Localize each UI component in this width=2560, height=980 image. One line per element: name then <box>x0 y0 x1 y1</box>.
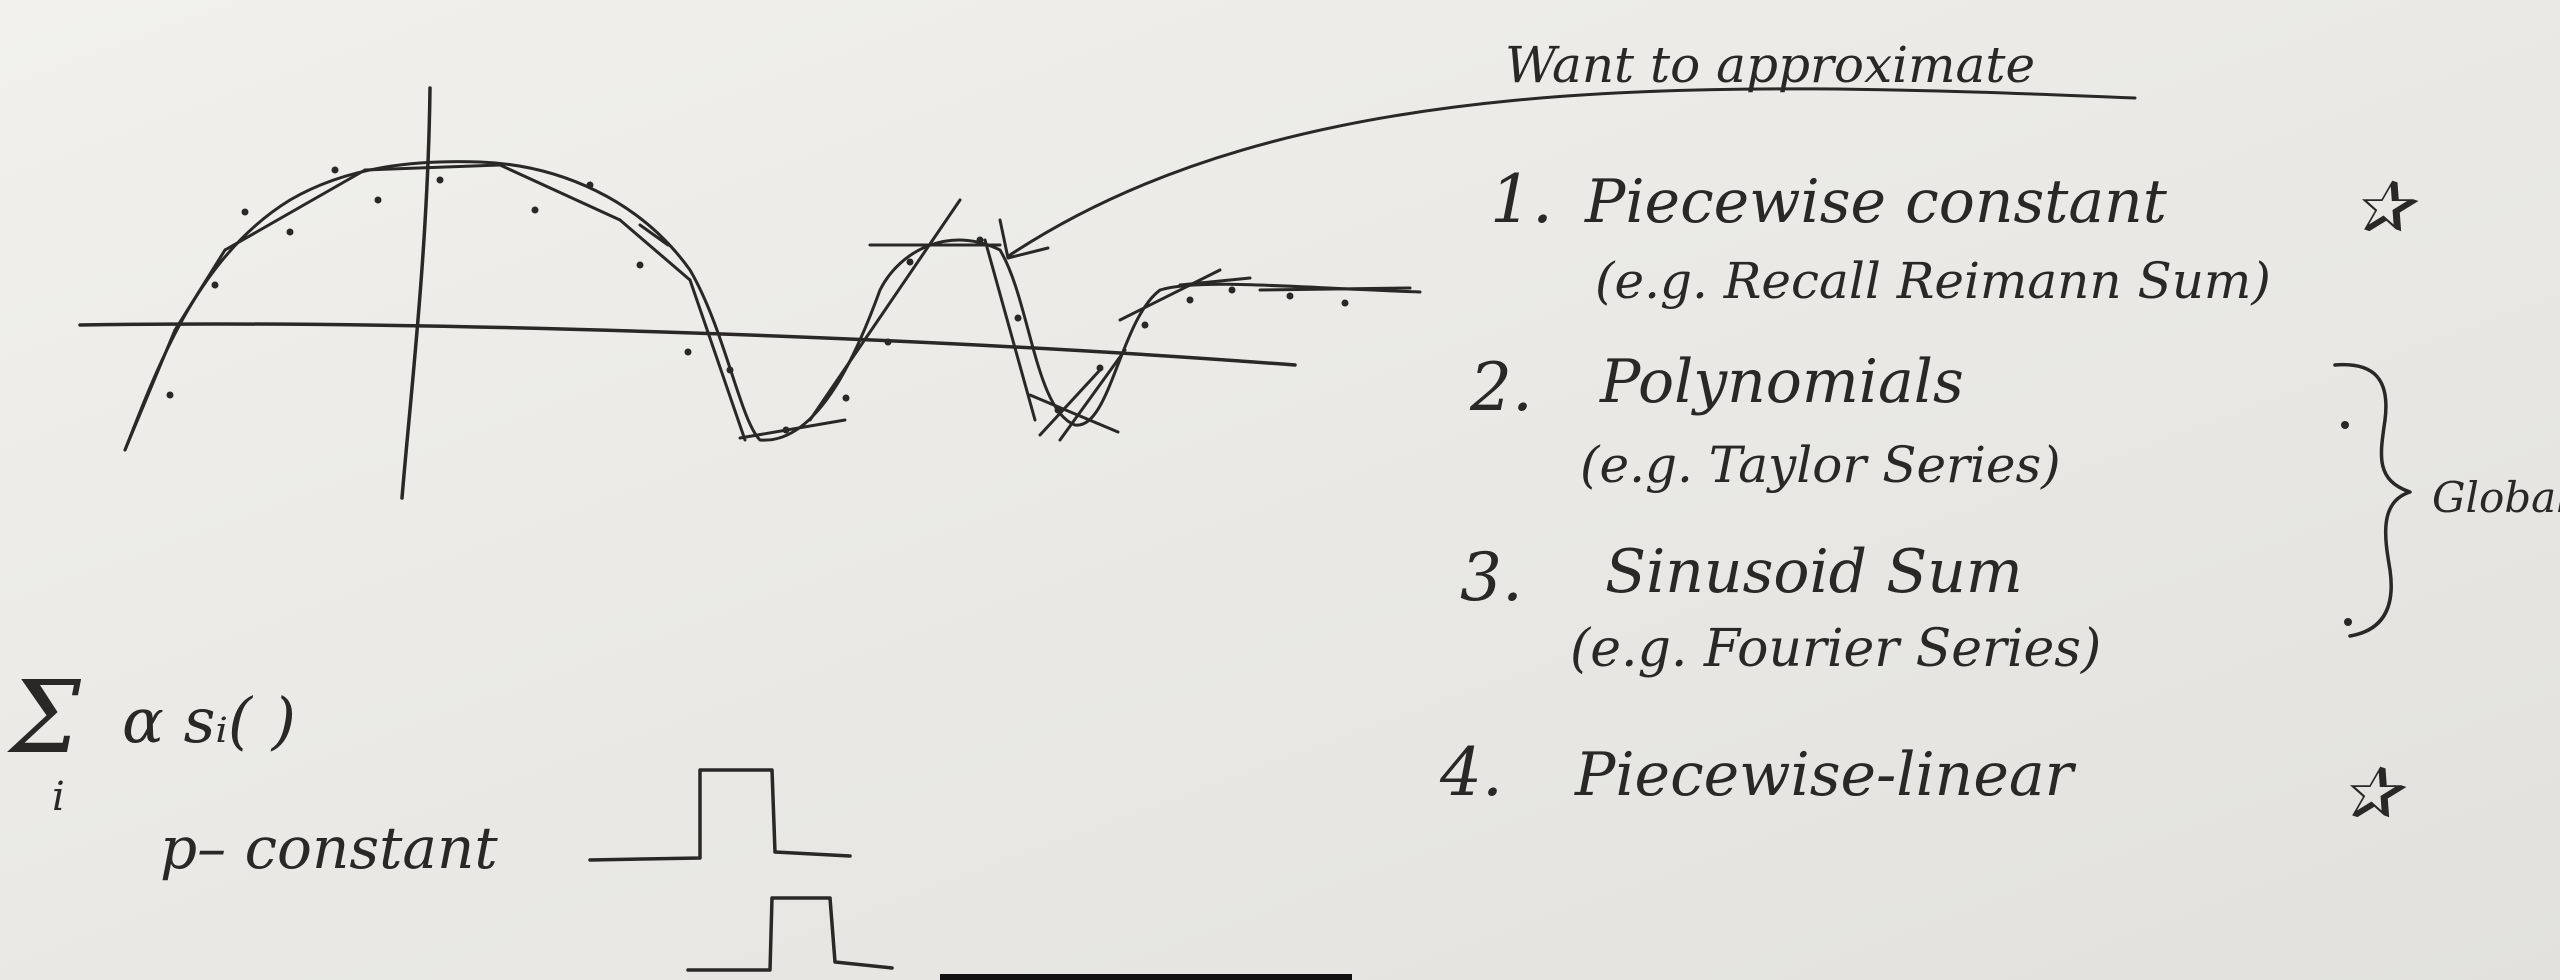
sigma-index: i <box>52 774 65 820</box>
x-axis <box>78 322 1297 367</box>
method-2-example: (e.g. Taylor Series) <box>1580 436 2061 494</box>
method-1-number: 1. <box>1490 161 1553 238</box>
sigma-symbol: Σ <box>7 659 82 776</box>
brace-dot <box>2344 618 2352 626</box>
pointer-arrowhead <box>998 218 1050 260</box>
p-constant-label: p– constant <box>160 814 498 882</box>
method-3-name: Sinusoid Sum <box>1605 537 2023 607</box>
method-4-number: 4. <box>1439 734 1503 811</box>
brace-dot <box>2341 421 2349 429</box>
y-axis <box>400 86 432 500</box>
pulse-function-2 <box>686 896 894 972</box>
curly-brace <box>2333 362 2412 638</box>
pulse-function-1 <box>588 768 852 862</box>
method-2-name: Polynomials <box>1599 347 1964 417</box>
method-3-example: (e.g. Fourier Series) <box>1570 619 2101 679</box>
method-4-name: Piecewise-linear <box>1574 740 2077 810</box>
heading: Want to approximate <box>1505 36 2035 94</box>
method-1-example: (e.g. Recall Reimann Sum) <box>1595 252 2271 310</box>
pointer-arrow <box>1008 87 2137 257</box>
star-mark-icon: ✰ <box>2352 165 2419 249</box>
bottom-edge-bar <box>940 974 1352 980</box>
star-mark-icon: ✰ <box>2340 751 2407 835</box>
sum-body: α sᵢ( ) <box>122 684 296 757</box>
method-1-name: Piecewise constant <box>1584 167 2168 237</box>
piecewise-linear-segments <box>123 163 1412 452</box>
method-3-number: 3. <box>1460 539 1523 616</box>
target-curve <box>123 160 1422 452</box>
sample-dots <box>166 166 1349 434</box>
global-label: Global <box>2432 473 2560 522</box>
method-2-number: 2. <box>1469 349 1533 426</box>
